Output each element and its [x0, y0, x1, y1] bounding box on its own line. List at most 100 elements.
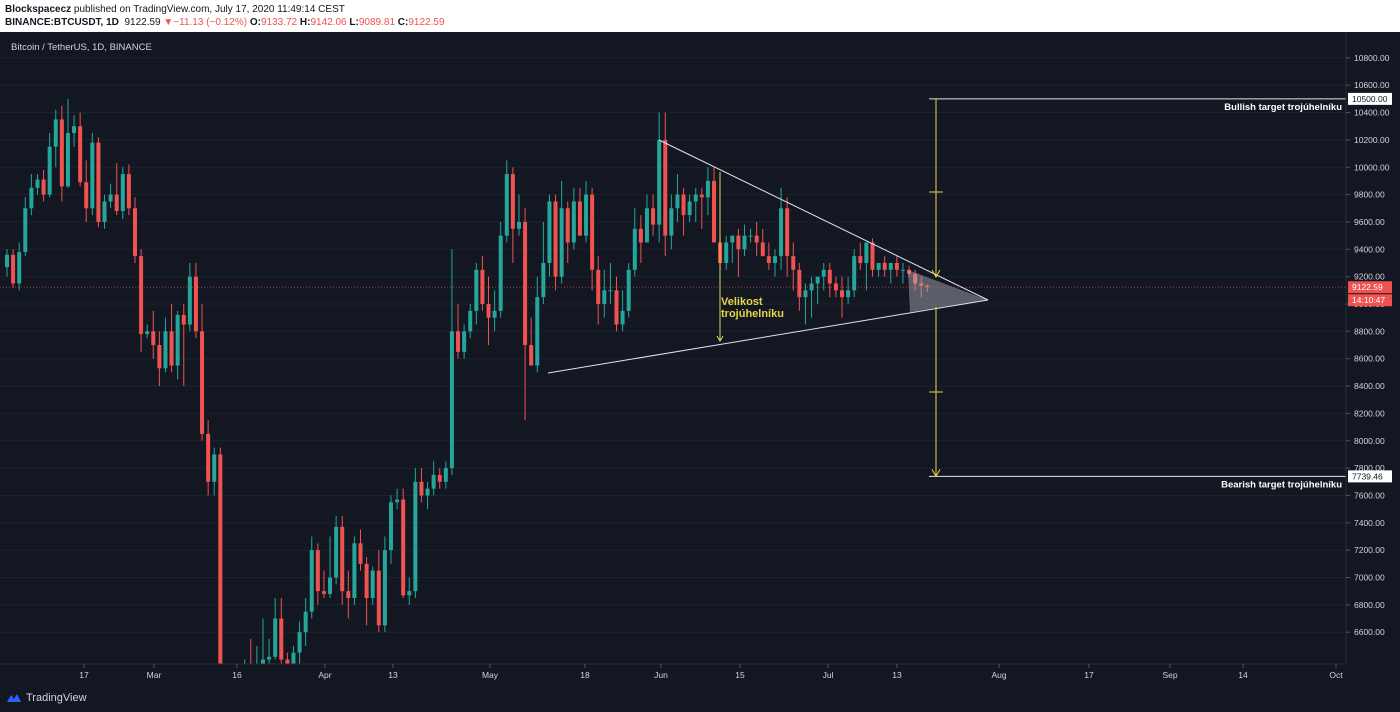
candle [681, 187, 686, 236]
candle [608, 262, 613, 304]
candle [809, 276, 814, 318]
candle [925, 284, 930, 292]
candle [358, 529, 363, 571]
candle-body [413, 481, 418, 592]
target-price-box [1348, 92, 1392, 105]
candle-body [90, 142, 95, 209]
current-price-box [1348, 281, 1392, 294]
candle-body [419, 481, 424, 496]
candle-body [151, 331, 156, 346]
time-tick-label: 15 [735, 670, 745, 680]
candle [303, 598, 308, 646]
candle-body [218, 454, 223, 664]
candle [657, 112, 662, 243]
price-tick-label: 10000.00 [1354, 162, 1390, 172]
candle [687, 194, 692, 222]
candle [376, 550, 381, 633]
candle [620, 290, 625, 332]
candle [59, 105, 64, 202]
candle-body [754, 235, 759, 243]
candle [651, 194, 656, 236]
candle-body [84, 182, 89, 209]
candle-body [480, 269, 485, 304]
candle-body [803, 290, 808, 298]
price-axis[interactable]: 10800.00 10600.00 10400.00 10200.00 10000.00… [1345, 32, 1392, 664]
candle-body [870, 242, 875, 270]
candle-body [78, 126, 83, 183]
chart-area[interactable]: Bitcoin / TetherUS, 1D, BINANCE Velikost… [0, 32, 1400, 684]
candle-body [437, 474, 442, 482]
candle [96, 137, 101, 228]
candle [388, 495, 393, 564]
candle [279, 598, 284, 664]
candle [84, 160, 89, 222]
candle [565, 201, 570, 263]
candle [669, 194, 674, 250]
candle [498, 221, 503, 318]
price-tick-label: 9800.00 [1354, 190, 1385, 200]
triangle-size-label: trojúhelníku [721, 308, 784, 320]
candle-body [821, 269, 826, 277]
author-name[interactable]: Blockspacecz [5, 4, 72, 15]
candle-body [53, 119, 58, 147]
candle [803, 283, 808, 325]
candle [529, 317, 534, 366]
candle-body [23, 208, 28, 253]
candle-body [498, 235, 503, 311]
candle-body [590, 194, 595, 270]
candle [577, 187, 582, 236]
candle-body [693, 194, 698, 202]
time-tick-label: 13 [892, 670, 902, 680]
triangle-lower-trendline [547, 299, 989, 374]
price-tick-label: 10600.00 [1354, 80, 1390, 90]
time-tick-label: 16 [232, 670, 242, 680]
candle [797, 262, 802, 311]
candle [352, 536, 357, 605]
high-label: H: [299, 17, 311, 28]
candle [785, 197, 790, 277]
candle [468, 304, 473, 339]
candle-body [815, 276, 820, 284]
time-axis[interactable]: 17 Mar 16 Apr 13 May 18 Jun 15 Jul 13 Aug 17 Sep 14 Oct [0, 663, 1346, 680]
candle [175, 310, 180, 380]
price-tick-label: 8600.00 [1354, 354, 1385, 364]
candle [291, 645, 296, 664]
candle [779, 187, 784, 270]
price-tick-label: 9600.00 [1354, 217, 1385, 227]
candle-body [705, 180, 710, 198]
candle-body [529, 345, 534, 366]
candle-body [730, 235, 735, 243]
candle-body [267, 656, 272, 660]
candle-body [766, 256, 771, 263]
candle-body [462, 331, 467, 352]
candle-body [608, 290, 613, 292]
candle-body [297, 632, 302, 653]
candle-body [748, 235, 753, 237]
candle-body [35, 179, 40, 188]
candle [260, 618, 265, 664]
candle [523, 208, 528, 421]
price-tick-label: 7000.00 [1354, 573, 1385, 583]
candle-body [596, 269, 601, 304]
close-label: C: [397, 17, 409, 28]
candle [456, 304, 461, 359]
price-tick-label: 9400.00 [1354, 244, 1385, 254]
candle-body [273, 618, 278, 657]
candle-body [11, 254, 16, 284]
price-chart[interactable]: Bitcoin / TetherUS, 1D, BINANCE Velikost… [0, 32, 1400, 684]
tradingview-brand[interactable]: TradingView [26, 692, 87, 704]
candle [705, 167, 710, 216]
candle-body [779, 208, 784, 257]
candle [108, 183, 113, 209]
candle-body [328, 577, 333, 594]
candle-body [559, 208, 564, 277]
candle [334, 515, 339, 585]
candle [157, 331, 162, 387]
candle-body [449, 331, 454, 469]
high-value: 9142.06 [310, 17, 347, 28]
candle-body [474, 269, 479, 311]
published-info: published on TradingView.com, July 17, 2… [71, 4, 345, 15]
candle [120, 167, 125, 220]
candle [163, 317, 168, 373]
